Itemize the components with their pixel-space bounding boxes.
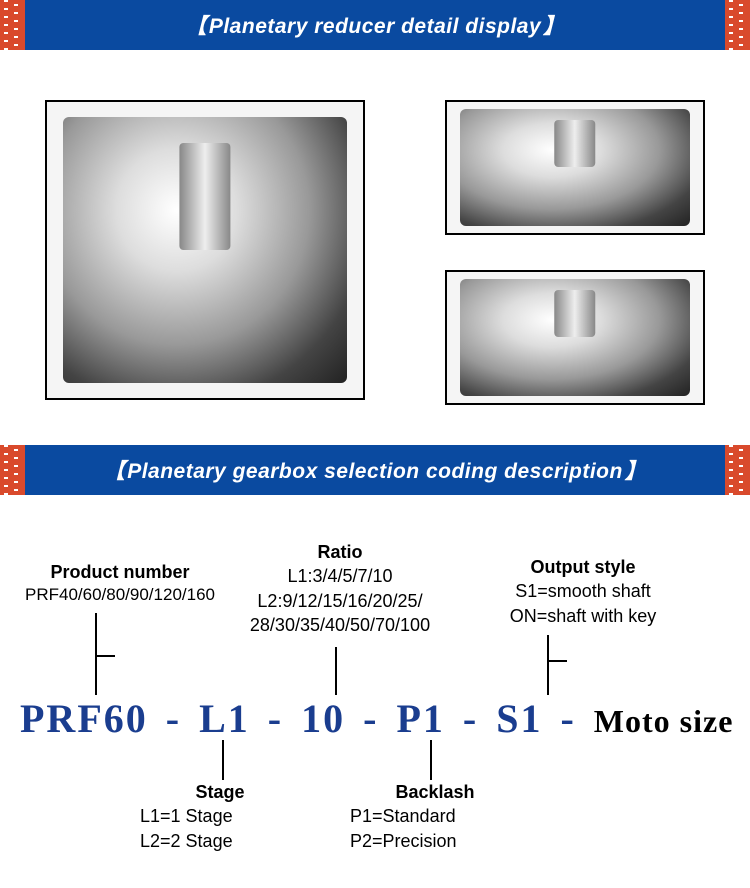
code-string: PRF60 - L1 - 10 - P1 - S1 - Moto size	[0, 695, 750, 742]
product-gallery	[0, 50, 750, 445]
banner-edge-left	[0, 445, 25, 495]
connector-line	[335, 647, 337, 695]
gearbox-icon	[460, 279, 690, 397]
label-backlash-p1: P1=Standard	[350, 804, 520, 828]
product-images-side	[445, 100, 705, 405]
banner-detail: Planetary reducer detail display	[0, 0, 750, 50]
code-dash: -	[262, 695, 289, 742]
banner-detail-text: Planetary reducer detail display	[185, 10, 564, 40]
banner-edge-right	[725, 445, 750, 495]
code-dash: -	[160, 695, 187, 742]
connector-line	[430, 740, 432, 780]
connector-line	[95, 655, 115, 657]
banner-mid: Planetary gearbox selection coding descr…	[25, 445, 725, 495]
label-output-on: ON=shaft with key	[478, 604, 688, 628]
connector-line	[95, 613, 97, 695]
code-dash: -	[457, 695, 484, 742]
product-image-main	[45, 100, 365, 400]
label-backlash: Backlash P1=Standard P2=Precision	[350, 780, 520, 853]
code-seg-ratio: 10	[301, 695, 345, 742]
code-seg-product: PRF60	[20, 695, 148, 742]
label-product-number-title: Product number	[10, 560, 230, 584]
label-backlash-p2: P2=Precision	[350, 829, 520, 853]
label-stage-l2: L2=2 Stage	[140, 829, 300, 853]
label-ratio-l1: L1:3/4/5/7/10	[215, 564, 465, 588]
code-seg-backlash: P1	[396, 695, 444, 742]
label-ratio-title: Ratio	[215, 540, 465, 564]
label-product-number: Product number PRF40/60/80/90/120/160	[10, 560, 230, 607]
label-output-s1: S1=smooth shaft	[478, 579, 688, 603]
label-stage-title: Stage	[140, 780, 300, 804]
product-image-top	[445, 100, 705, 235]
banner-edge-right	[725, 0, 750, 50]
label-stage: Stage L1=1 Stage L2=2 Stage	[140, 780, 300, 853]
banner-coding-text: Planetary gearbox selection coding descr…	[104, 455, 647, 485]
label-backlash-title: Backlash	[350, 780, 520, 804]
code-dash: -	[554, 695, 581, 742]
label-stage-l1: L1=1 Stage	[140, 804, 300, 828]
coding-diagram: Product number PRF40/60/80/90/120/160 Ra…	[0, 495, 750, 865]
label-ratio: Ratio L1:3/4/5/7/10 L2:9/12/15/16/20/25/…	[215, 540, 465, 637]
banner-mid: Planetary reducer detail display	[25, 0, 725, 50]
connector-line	[222, 740, 224, 780]
gearbox-icon	[63, 117, 347, 383]
gearbox-icon	[460, 109, 690, 227]
banner-coding: Planetary gearbox selection coding descr…	[0, 445, 750, 495]
code-seg-moto: Moto size	[594, 703, 734, 740]
label-output: Output style S1=smooth shaft ON=shaft wi…	[478, 555, 688, 628]
connector-line	[547, 660, 567, 662]
label-ratio-l2a: L2:9/12/15/16/20/25/	[215, 589, 465, 613]
banner-edge-left	[0, 0, 25, 50]
code-seg-stage: L1	[199, 695, 250, 742]
product-image-bottom	[445, 270, 705, 405]
code-seg-output: S1	[496, 695, 542, 742]
label-product-number-desc: PRF40/60/80/90/120/160	[10, 584, 230, 607]
label-ratio-l2b: 28/30/35/40/50/70/100	[215, 613, 465, 637]
code-dash: -	[357, 695, 384, 742]
label-output-title: Output style	[478, 555, 688, 579]
connector-line	[547, 635, 549, 695]
